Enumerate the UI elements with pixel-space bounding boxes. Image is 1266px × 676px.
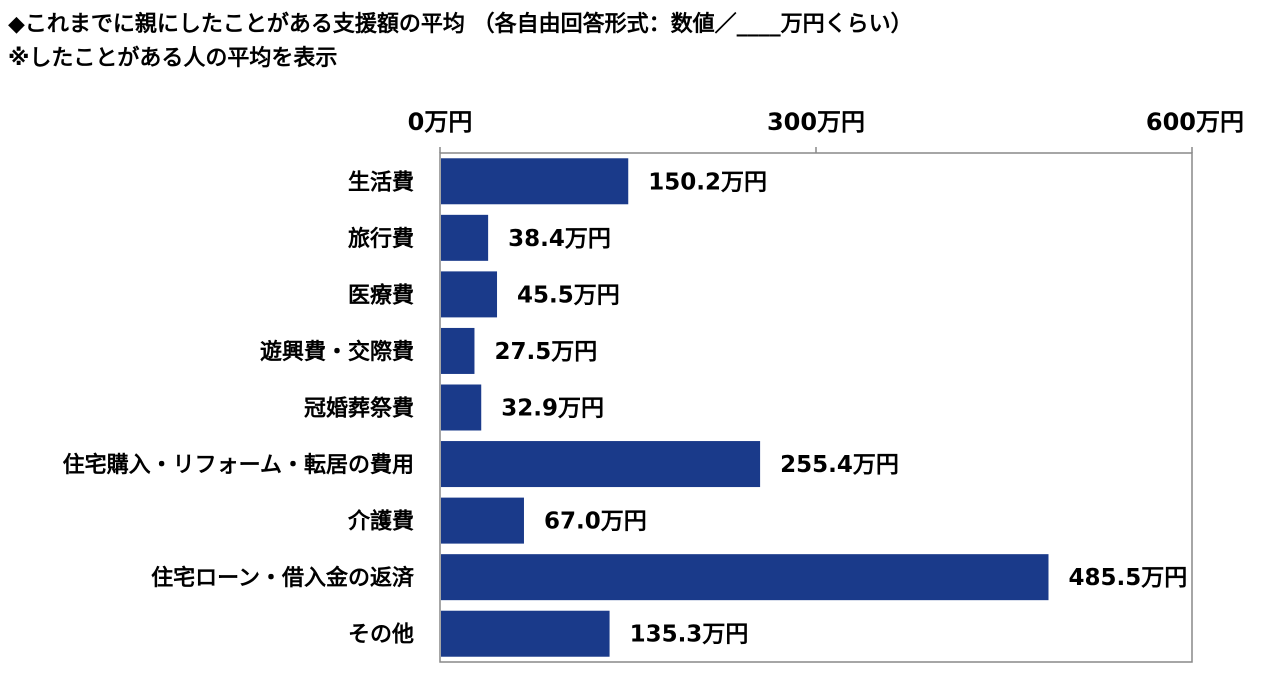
category-label: 住宅購入・リフォーム・転居の費用 — [63, 452, 414, 478]
category-label: 旅行費 — [348, 226, 414, 252]
bar — [441, 158, 629, 205]
bar — [441, 327, 475, 374]
bars — [441, 158, 1049, 657]
tick-label: 300万円 — [767, 108, 865, 136]
data-label: 150.2万円 — [648, 169, 767, 195]
category-label: 医療費 — [348, 282, 414, 308]
category-labels: 生活費旅行費医療費遊興費・交際費冠婚葬祭費住宅購入・リフォーム・転居の費用介護費… — [63, 170, 415, 647]
data-label: 45.5万円 — [517, 282, 620, 308]
data-label: 67.0万円 — [544, 509, 647, 535]
category-label: その他 — [348, 623, 414, 648]
data-label: 485.5万円 — [1068, 565, 1187, 591]
bar — [441, 384, 482, 431]
category-label: 住宅ローン・借入金の返済 — [151, 565, 415, 591]
data-label: 135.3万円 — [630, 622, 749, 648]
category-label: 冠婚葬祭費 — [304, 396, 414, 422]
bar — [441, 610, 610, 657]
bar — [441, 554, 1049, 601]
category-label: 生活費 — [348, 170, 414, 195]
chart-subtitle: ※したことがある人の平均を表示 — [8, 46, 338, 71]
bar — [441, 441, 761, 488]
category-label: 介護費 — [347, 509, 414, 535]
tick-label: 0万円 — [408, 108, 473, 136]
data-label: 32.9万円 — [501, 396, 604, 422]
data-label: 38.4万円 — [508, 226, 611, 252]
chart-title: ◆これまでに親にしたことがある支援額の平均 （各自由回答形式：数値／____万円… — [8, 12, 913, 37]
value-labels: 150.2万円 38.4万円 45.5万円 27.5万円 32.9万円 255.4万円 67… — [494, 169, 1187, 647]
category-label: 遊興費・交際費 — [260, 339, 414, 365]
data-label: 27.5万円 — [494, 339, 597, 365]
bar — [441, 497, 524, 544]
tick-label: 600万円 — [1146, 108, 1244, 136]
axis-ticks: 0万円 300万円 600万円 — [408, 108, 1244, 153]
data-label: 255.4万円 — [780, 452, 899, 478]
bar — [441, 214, 489, 261]
bar — [441, 271, 498, 318]
